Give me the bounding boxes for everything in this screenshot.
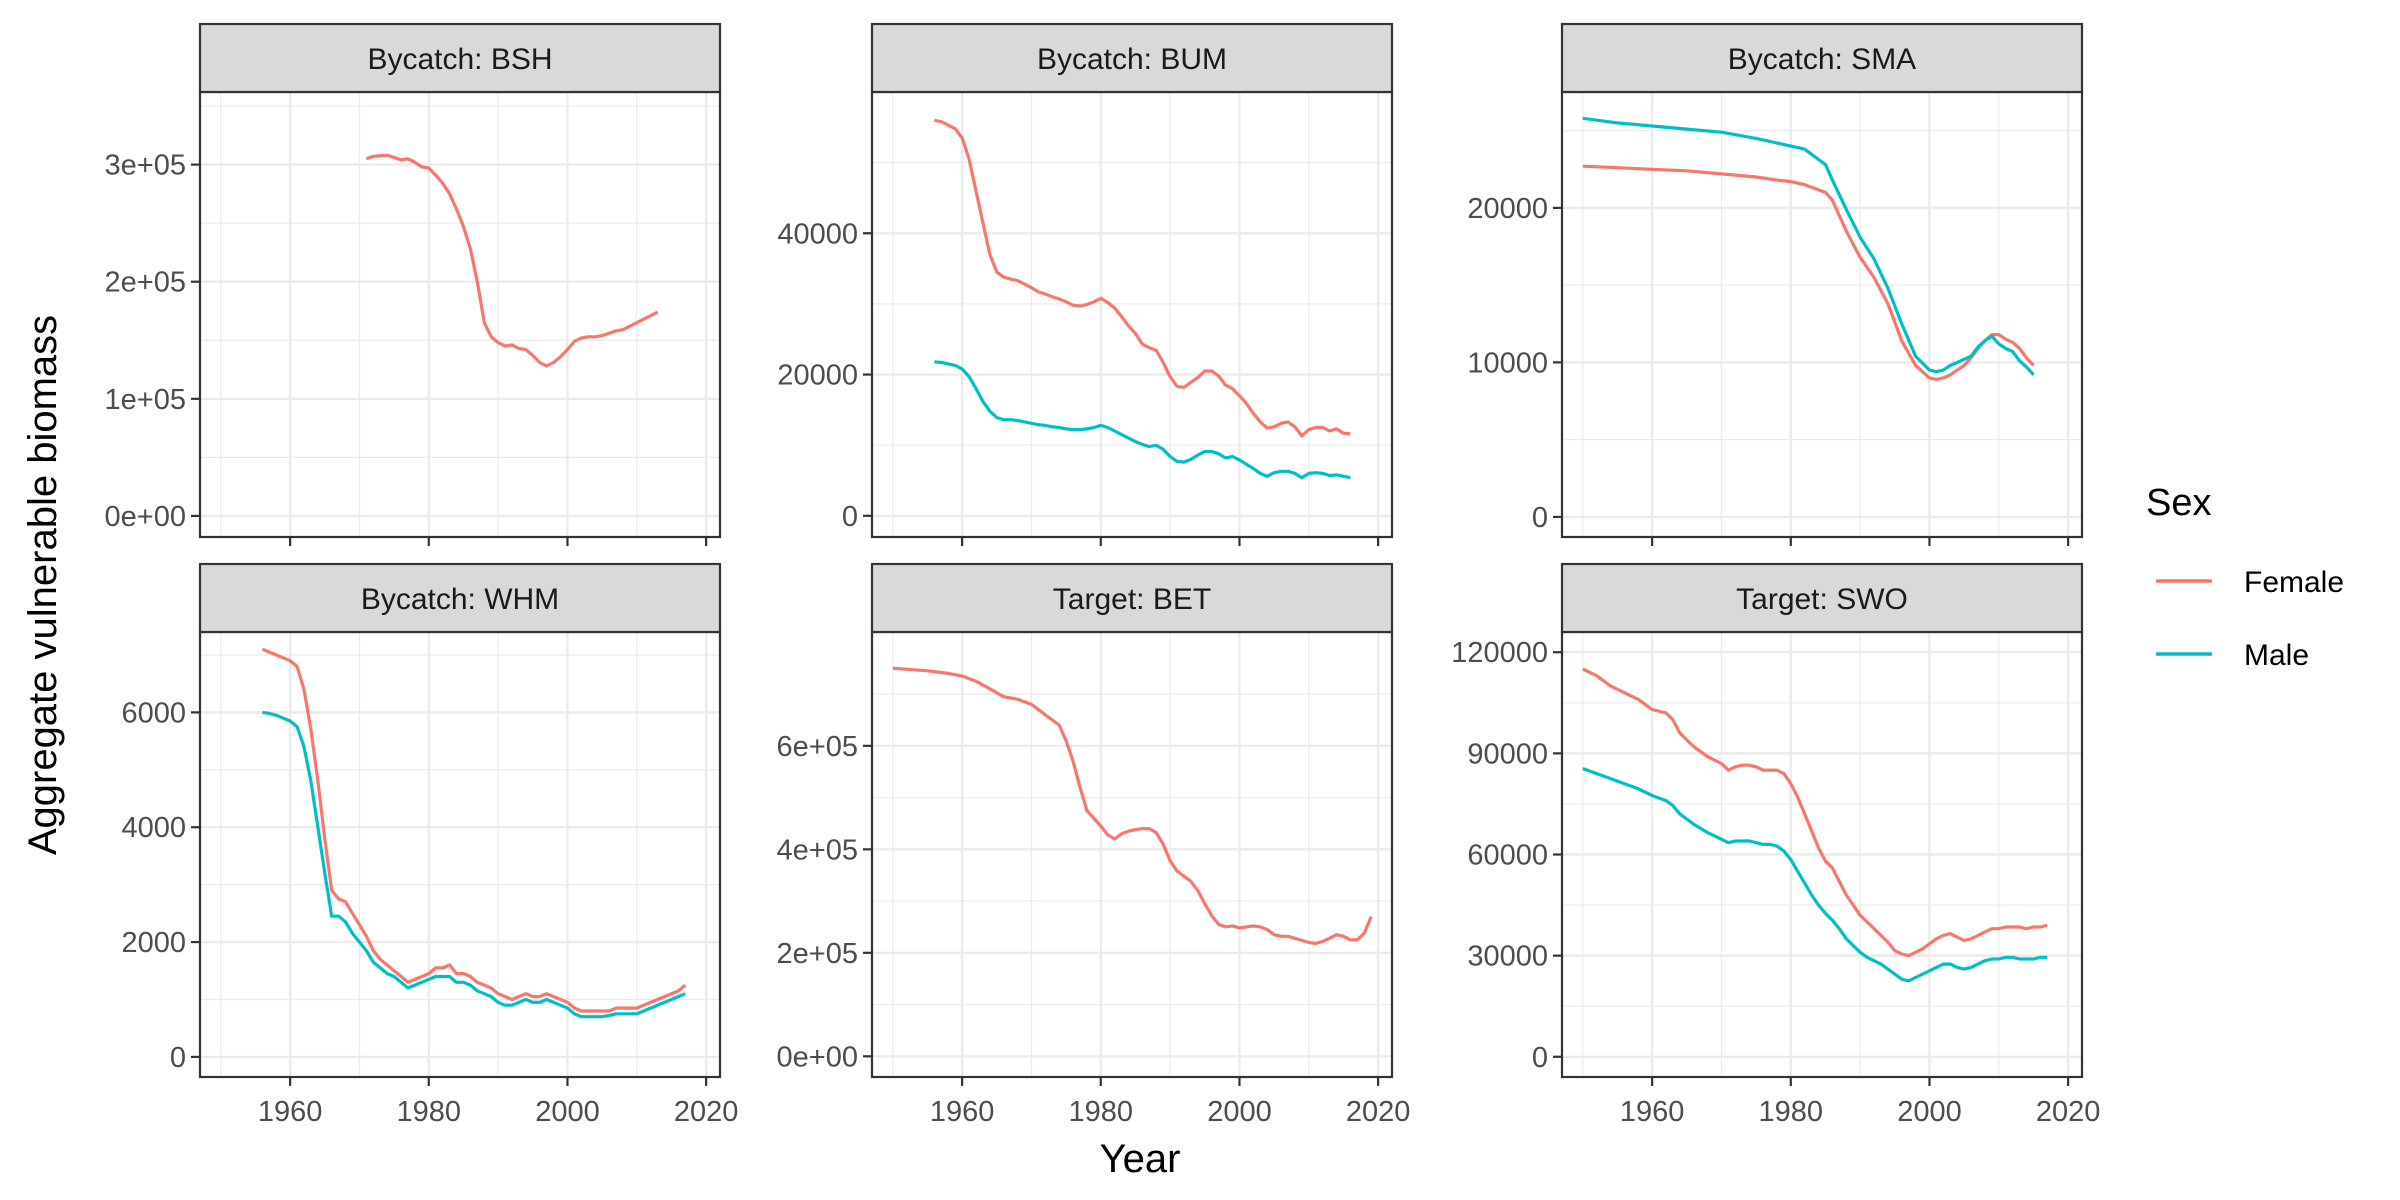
series-line-male bbox=[934, 360, 1351, 480]
strip-background bbox=[1560, 562, 2084, 634]
panel-bycatch-sma: Bycatch: SMA 0 10000 20000 bbox=[1467, 22, 2084, 546]
y-tick-label: 4000 bbox=[121, 812, 186, 844]
panel-background bbox=[200, 92, 720, 537]
series-line-male bbox=[1582, 766, 2048, 983]
strip-label: Target: SWO bbox=[1736, 583, 1908, 616]
strip-label: Bycatch: SMA bbox=[1728, 43, 1916, 76]
panel-background bbox=[1562, 92, 2082, 537]
panel-bycatch-bsh: Bycatch: BSH 0e+00 1e+05 2e+05 3e+05 bbox=[105, 22, 722, 546]
strip-background bbox=[198, 22, 722, 94]
series-line-female bbox=[1582, 164, 2035, 381]
y-tick-label: 1e+05 bbox=[105, 384, 186, 416]
panels: Bycatch: BSH0e+001e+052e+053e+05Bycatch:… bbox=[105, 22, 2101, 1128]
y-tick-label: 2000 bbox=[121, 927, 186, 959]
panel-background bbox=[872, 92, 1392, 537]
series-line-male bbox=[1582, 116, 2035, 376]
legend-title: Sex bbox=[2146, 482, 2211, 524]
y-tick-label: 6e+05 bbox=[777, 731, 858, 763]
x-tick-label: 2000 bbox=[1207, 1096, 1272, 1128]
x-tick-label: 2000 bbox=[1897, 1096, 1962, 1128]
series-line-female bbox=[261, 647, 687, 1013]
y-tick-label: 120000 bbox=[1451, 637, 1548, 669]
panel-target-swo: Target: SWO 0 30000 60000 90000 120000 1960 198… bbox=[1451, 562, 2101, 1128]
strip-label: Target: BET bbox=[1053, 583, 1211, 616]
y-tick-label: 10000 bbox=[1467, 347, 1548, 379]
series-line-female bbox=[1582, 667, 2048, 958]
panel-bycatch-whm: Bycatch: WHM 0 2000 4000 6000 1960 1980 2000 202… bbox=[121, 562, 739, 1128]
x-tick-label: 2020 bbox=[1346, 1096, 1411, 1128]
y-tick-label: 90000 bbox=[1467, 738, 1548, 770]
strip-label: Bycatch: BSH bbox=[367, 43, 552, 76]
x-tick-label: 1960 bbox=[258, 1096, 323, 1128]
panel-target-bet: Target: BET 0e+00 2e+05 4e+05 6e+05 1960 1980 2… bbox=[777, 562, 1411, 1128]
series-line-female bbox=[892, 666, 1373, 946]
y-tick-label: 2e+05 bbox=[105, 267, 186, 299]
y-tick-label: 0 bbox=[1532, 502, 1548, 534]
y-tick-label: 4e+05 bbox=[777, 834, 858, 866]
series-line-male bbox=[262, 710, 686, 1019]
y-tick-label: 0 bbox=[170, 1042, 186, 1074]
x-tick-label: 1960 bbox=[930, 1096, 995, 1128]
y-tick-label: 20000 bbox=[777, 360, 858, 392]
strip-label: Bycatch: WHM bbox=[361, 583, 559, 616]
y-axis-title: Aggregate vulnerable biomass bbox=[21, 315, 65, 855]
x-tick-label: 2020 bbox=[674, 1096, 739, 1128]
y-tick-label: 6000 bbox=[121, 697, 186, 729]
x-axis-title: Year bbox=[1100, 1137, 1181, 1181]
y-tick-label: 0 bbox=[842, 501, 858, 533]
panel-background bbox=[200, 632, 720, 1077]
strip-background bbox=[198, 562, 722, 634]
strip-background bbox=[870, 22, 1394, 94]
strip-label: Bycatch: BUM bbox=[1037, 43, 1227, 76]
series-line-female bbox=[365, 153, 659, 368]
panel-bycatch-bum: Bycatch: BUM 0 20000 40000 bbox=[777, 22, 1394, 546]
strip-background bbox=[870, 562, 1394, 634]
y-tick-label: 60000 bbox=[1467, 840, 1548, 872]
y-tick-label: 0e+00 bbox=[777, 1041, 858, 1073]
x-tick-label: 2020 bbox=[2036, 1096, 2101, 1128]
y-tick-label: 30000 bbox=[1467, 941, 1548, 973]
y-tick-label: 40000 bbox=[777, 218, 858, 250]
legend-label-male: Male bbox=[2244, 639, 2309, 672]
y-tick-label: 2e+05 bbox=[777, 938, 858, 970]
x-tick-label: 1980 bbox=[1759, 1096, 1824, 1128]
y-tick-label: 0e+00 bbox=[105, 501, 186, 533]
x-tick-label: 1960 bbox=[1620, 1096, 1685, 1128]
y-tick-label: 3e+05 bbox=[105, 150, 186, 182]
x-tick-label: 2000 bbox=[535, 1096, 600, 1128]
y-tick-label: 0 bbox=[1532, 1042, 1548, 1074]
x-tick-label: 1980 bbox=[397, 1096, 462, 1128]
series-line-female bbox=[934, 118, 1351, 438]
y-tick-label: 20000 bbox=[1467, 193, 1548, 225]
panel-background bbox=[872, 632, 1392, 1077]
legend: Sex Female Male bbox=[2146, 482, 2344, 672]
x-tick-label: 1980 bbox=[1069, 1096, 1134, 1128]
legend-label-female: Female bbox=[2244, 566, 2344, 599]
strip-background bbox=[1560, 22, 2084, 94]
